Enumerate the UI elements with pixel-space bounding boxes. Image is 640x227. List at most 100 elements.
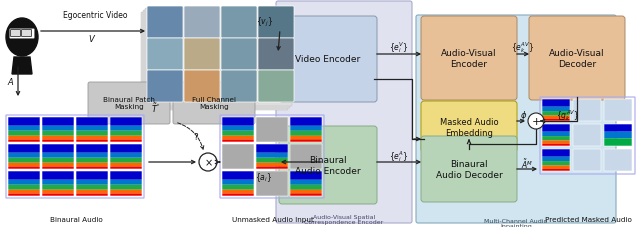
Text: Predicted Masked Audio: Predicted Masked Audio [545, 216, 632, 222]
FancyBboxPatch shape [76, 167, 108, 169]
FancyBboxPatch shape [8, 153, 40, 158]
FancyBboxPatch shape [256, 144, 288, 153]
FancyBboxPatch shape [222, 144, 254, 169]
FancyBboxPatch shape [222, 131, 254, 136]
FancyBboxPatch shape [147, 71, 183, 103]
Text: $\tilde{T}^{''}$: $\tilde{T}^{''}$ [151, 101, 161, 114]
Polygon shape [12, 58, 32, 75]
FancyBboxPatch shape [76, 140, 108, 142]
FancyBboxPatch shape [42, 136, 74, 140]
FancyBboxPatch shape [222, 136, 254, 140]
Text: Video Encoder: Video Encoder [296, 55, 360, 64]
FancyBboxPatch shape [110, 194, 142, 196]
FancyBboxPatch shape [42, 118, 74, 126]
FancyBboxPatch shape [573, 124, 601, 146]
FancyBboxPatch shape [76, 118, 108, 126]
FancyBboxPatch shape [173, 83, 255, 124]
FancyBboxPatch shape [76, 190, 108, 194]
Text: Multi-Channel Audio
Inpainting: Multi-Channel Audio Inpainting [484, 218, 548, 227]
FancyBboxPatch shape [222, 140, 254, 142]
Text: $\tilde{A}^M$: $\tilde{A}^M$ [521, 156, 533, 170]
Text: Unmasked Audio Input: Unmasked Audio Input [232, 216, 314, 222]
Text: $\{v_j\}$: $\{v_j\}$ [255, 15, 273, 28]
FancyBboxPatch shape [147, 39, 183, 71]
FancyBboxPatch shape [290, 171, 322, 180]
FancyBboxPatch shape [42, 153, 74, 158]
FancyBboxPatch shape [42, 140, 74, 142]
FancyBboxPatch shape [42, 190, 74, 194]
FancyBboxPatch shape [542, 107, 570, 112]
Text: $\phi$: $\phi$ [520, 109, 527, 122]
FancyBboxPatch shape [8, 140, 40, 142]
FancyBboxPatch shape [221, 39, 257, 71]
FancyBboxPatch shape [8, 144, 40, 153]
FancyBboxPatch shape [76, 180, 108, 185]
FancyBboxPatch shape [110, 136, 142, 140]
FancyBboxPatch shape [110, 180, 142, 185]
FancyBboxPatch shape [256, 153, 288, 158]
FancyBboxPatch shape [8, 194, 40, 196]
FancyBboxPatch shape [542, 144, 570, 146]
FancyBboxPatch shape [8, 158, 40, 163]
FancyBboxPatch shape [8, 163, 40, 167]
FancyBboxPatch shape [147, 7, 183, 39]
FancyBboxPatch shape [143, 11, 290, 109]
FancyBboxPatch shape [8, 171, 40, 180]
Circle shape [528, 114, 544, 129]
FancyBboxPatch shape [110, 167, 142, 169]
FancyBboxPatch shape [222, 190, 254, 194]
FancyBboxPatch shape [290, 185, 322, 190]
FancyBboxPatch shape [290, 118, 322, 126]
FancyBboxPatch shape [290, 194, 322, 196]
FancyBboxPatch shape [221, 71, 257, 103]
FancyBboxPatch shape [279, 17, 377, 103]
FancyBboxPatch shape [256, 118, 288, 142]
Text: $\{e_i^V\}$: $\{e_i^V\}$ [389, 40, 409, 55]
FancyBboxPatch shape [604, 100, 632, 121]
Text: Binaural
Audio Encoder: Binaural Audio Encoder [295, 156, 361, 175]
FancyBboxPatch shape [76, 194, 108, 196]
FancyBboxPatch shape [542, 166, 570, 169]
FancyBboxPatch shape [42, 163, 74, 167]
FancyBboxPatch shape [9, 29, 35, 40]
FancyBboxPatch shape [542, 100, 570, 107]
Text: Masked Audio
Embedding: Masked Audio Embedding [440, 118, 499, 137]
FancyBboxPatch shape [573, 149, 601, 171]
FancyBboxPatch shape [276, 2, 412, 223]
FancyBboxPatch shape [542, 132, 570, 136]
FancyBboxPatch shape [221, 7, 257, 39]
FancyBboxPatch shape [22, 30, 31, 37]
FancyBboxPatch shape [145, 9, 292, 106]
FancyBboxPatch shape [421, 136, 517, 202]
Text: $\{e_i^A\}$: $\{e_i^A\}$ [389, 149, 409, 164]
FancyBboxPatch shape [110, 171, 142, 180]
FancyBboxPatch shape [290, 140, 322, 142]
FancyBboxPatch shape [8, 185, 40, 190]
FancyBboxPatch shape [222, 126, 254, 131]
Text: Audio-Visual
Encoder: Audio-Visual Encoder [441, 49, 497, 68]
FancyBboxPatch shape [290, 136, 322, 140]
FancyBboxPatch shape [542, 119, 570, 121]
FancyBboxPatch shape [42, 167, 74, 169]
FancyBboxPatch shape [10, 30, 20, 37]
FancyBboxPatch shape [542, 141, 570, 144]
FancyBboxPatch shape [42, 171, 74, 180]
FancyBboxPatch shape [42, 158, 74, 163]
Text: $\{e_k^{AV}\}$: $\{e_k^{AV}\}$ [511, 40, 534, 55]
FancyBboxPatch shape [290, 180, 322, 185]
FancyBboxPatch shape [604, 139, 632, 146]
FancyBboxPatch shape [76, 171, 108, 180]
FancyBboxPatch shape [529, 17, 625, 101]
FancyBboxPatch shape [76, 131, 108, 136]
FancyBboxPatch shape [290, 190, 322, 194]
FancyBboxPatch shape [141, 13, 288, 111]
Text: $\{a_i\}$: $\{a_i\}$ [255, 171, 273, 184]
FancyBboxPatch shape [42, 144, 74, 153]
FancyBboxPatch shape [258, 71, 294, 103]
FancyBboxPatch shape [110, 144, 142, 153]
Text: $\{g_k^{AV}\}$: $\{g_k^{AV}\}$ [556, 108, 580, 123]
FancyBboxPatch shape [604, 132, 632, 139]
FancyBboxPatch shape [88, 83, 170, 124]
FancyBboxPatch shape [258, 39, 294, 71]
FancyBboxPatch shape [279, 126, 377, 204]
